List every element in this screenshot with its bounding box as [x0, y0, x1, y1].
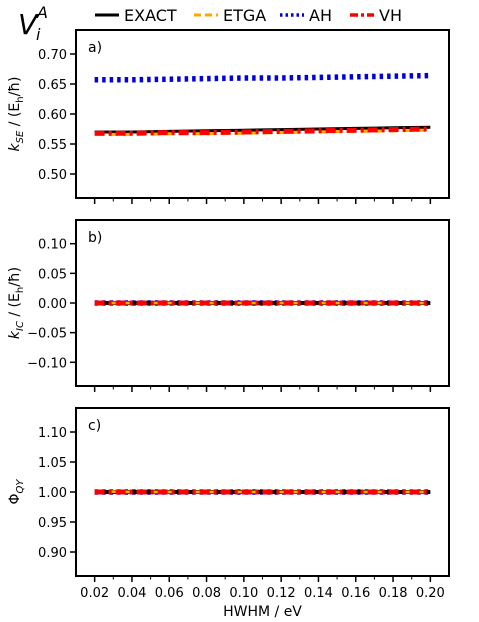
legend-label: ETGA — [223, 6, 266, 25]
x-tick-label: 0.02 — [80, 586, 109, 601]
x-tick-label: 0.18 — [379, 586, 408, 601]
figure-label-sup: A — [36, 3, 48, 22]
y-tick-label: −0.05 — [27, 327, 67, 342]
legend-item-etga: ETGA — [194, 6, 266, 25]
x-tick-label: 0.20 — [416, 586, 445, 601]
panel-label: a) — [88, 40, 102, 56]
y-axis-label-rest: / (E — [7, 103, 23, 131]
panel-1: 0.50 0.55 0.60 0.65 0.70 a) kSE / (Eh/ħ) — [7, 29, 450, 204]
y-tick-label: 1.05 — [38, 456, 67, 471]
y-tick-label: 0.05 — [38, 267, 67, 282]
y-axis-label-sub: IC — [15, 321, 26, 331]
x-tick-label: 0.12 — [267, 586, 296, 601]
y-tick-label: −0.10 — [27, 356, 67, 371]
x-tick-label: 0.04 — [117, 586, 146, 601]
y-tick-label: 0.55 — [38, 138, 67, 153]
panel-label: c) — [88, 418, 101, 434]
y-tick-label: 1.10 — [38, 426, 67, 441]
x-tick-label: 0.14 — [304, 586, 333, 601]
y-axis-label-sub2: h — [15, 287, 26, 293]
series-line-ah — [94, 72, 431, 83]
panel-label: b) — [88, 230, 102, 246]
y-axis-label-rest: / (E — [7, 293, 23, 321]
y-tick-label: 0.10 — [38, 238, 67, 253]
y-tick-label: 0.65 — [38, 78, 67, 93]
x-tick-label: 0.16 — [341, 586, 370, 601]
plot-frame — [75, 219, 450, 387]
y-axis-label: kIC / (Eh/ħ) — [7, 267, 26, 339]
plot-frame — [75, 29, 450, 199]
x-tick-label: 0.06 — [155, 586, 184, 601]
x-axis-label: HWHM / eV — [223, 604, 302, 620]
x-tick-label: 0.08 — [192, 586, 221, 601]
y-axis-label-sub: QY — [15, 479, 26, 494]
panels: 0.500.550.600.650.70 a)kSE / (Eh/ħ)−0.10−… — [7, 29, 450, 620]
y-tick-label: 0.95 — [38, 516, 67, 531]
x-tick-label: 0.10 — [229, 586, 258, 601]
y-tick-label: 0.00 — [38, 297, 67, 312]
y-tick-label: 1.00 — [38, 486, 67, 501]
y-axis-label-base: Φ — [7, 493, 23, 504]
y-tick-label: 0.60 — [38, 108, 67, 123]
y-axis-label: ΦQY — [7, 479, 26, 505]
y-axis-label-sub2: h — [15, 96, 26, 102]
panel-3: 0.90 0.95 1.00 1.05 1.10 0.02 0.04 0.06 0.08 0.10… — [7, 407, 450, 620]
legend-item-exact: EXACT — [95, 6, 177, 25]
legend-item-vh: VH — [350, 6, 402, 25]
plot-frame — [75, 407, 450, 577]
y-axis-label-tail: /ħ) — [7, 77, 23, 97]
y-axis-label-base: k — [7, 330, 23, 339]
series-line-vh — [94, 126, 431, 136]
y-axis-label-sub: SE — [15, 130, 26, 143]
panel-2: −0.10 −0.05 0.00 0.05 0.10 b) kIC / (Eh/ħ) — [7, 219, 450, 392]
y-tick-label: 0.50 — [38, 168, 67, 183]
legend-item-ah: AH — [280, 6, 332, 25]
legend: EXACT ETGA AH VH — [95, 6, 402, 25]
legend-label: VH — [379, 6, 402, 25]
y-tick-label: 0.90 — [38, 546, 67, 561]
y-axis-label: kSE / (Eh/ħ) — [7, 77, 26, 152]
figure-label: V A i — [18, 3, 48, 44]
y-tick-label: 0.70 — [38, 48, 67, 63]
legend-label: EXACT — [124, 6, 177, 25]
y-axis-label-base: k — [7, 142, 23, 151]
legend-label: AH — [309, 6, 332, 25]
y-axis-label-tail: /ħ) — [7, 267, 23, 287]
figure-label-sub: i — [36, 25, 41, 44]
figure-label-base: V — [18, 8, 39, 41]
